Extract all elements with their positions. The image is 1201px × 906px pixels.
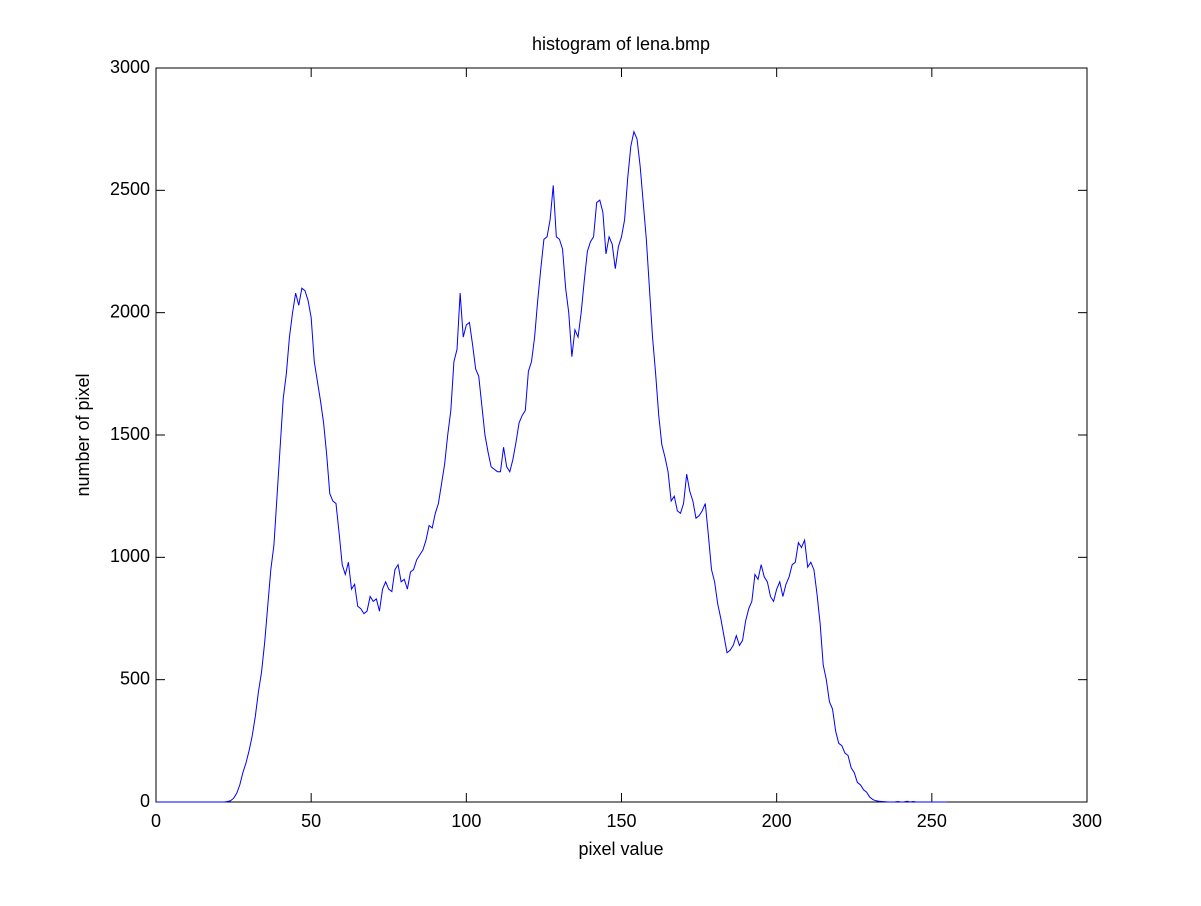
y-tick-label: 0 — [140, 791, 150, 811]
x-tick-label: 300 — [1072, 811, 1102, 831]
y-tick-label: 3000 — [110, 57, 150, 77]
x-tick-label: 0 — [151, 811, 161, 831]
chart-title: histogram of lena.bmp — [532, 34, 710, 54]
y-axis-label: number of pixel — [73, 373, 93, 496]
x-tick-label: 50 — [301, 811, 321, 831]
y-tick-label: 2000 — [110, 301, 150, 321]
y-tick-label: 1000 — [110, 546, 150, 566]
x-tick-label: 200 — [762, 811, 792, 831]
y-tick-label: 1500 — [110, 424, 150, 444]
x-axis-label: pixel value — [578, 839, 663, 859]
data-line — [156, 129, 948, 803]
y-tick-label: 2500 — [110, 179, 150, 199]
x-tick-label: 250 — [917, 811, 947, 831]
x-tick-label: 100 — [451, 811, 481, 831]
y-tick-label: 500 — [120, 668, 150, 688]
x-tick-label: 150 — [606, 811, 636, 831]
